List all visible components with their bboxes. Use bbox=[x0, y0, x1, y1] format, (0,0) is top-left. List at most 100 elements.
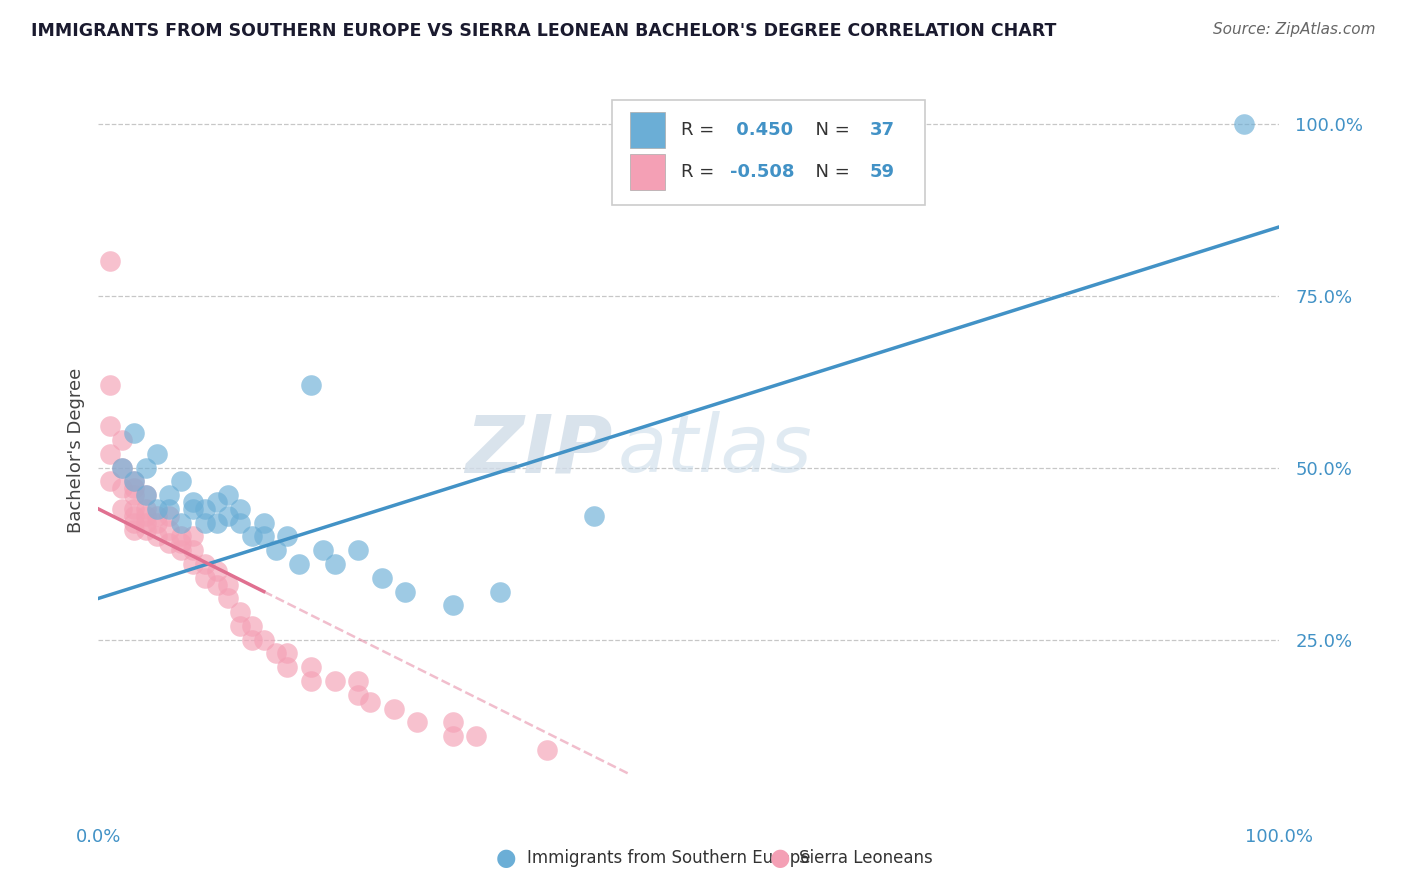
Text: R =: R = bbox=[681, 163, 720, 181]
Point bbox=[441, 599, 464, 613]
Point bbox=[122, 523, 145, 537]
Point bbox=[170, 529, 193, 543]
Point bbox=[205, 577, 228, 591]
Point bbox=[135, 460, 157, 475]
Text: atlas: atlas bbox=[619, 411, 813, 490]
Point bbox=[122, 488, 145, 502]
Text: N =: N = bbox=[803, 163, 855, 181]
Point bbox=[194, 516, 217, 530]
Point bbox=[170, 475, 193, 489]
Point bbox=[181, 543, 204, 558]
Point bbox=[264, 543, 287, 558]
Point bbox=[170, 516, 193, 530]
Point bbox=[312, 543, 335, 558]
Point bbox=[205, 564, 228, 578]
Point bbox=[347, 688, 370, 702]
Point bbox=[371, 571, 394, 585]
Point bbox=[276, 647, 298, 661]
Text: N =: N = bbox=[803, 121, 855, 139]
Point bbox=[347, 673, 370, 688]
Point bbox=[111, 460, 134, 475]
Point bbox=[157, 523, 180, 537]
Point bbox=[441, 715, 464, 730]
Point bbox=[217, 508, 239, 523]
Point bbox=[276, 529, 298, 543]
Point bbox=[323, 557, 346, 571]
Point bbox=[170, 543, 193, 558]
Point bbox=[489, 584, 512, 599]
Point bbox=[135, 523, 157, 537]
Point bbox=[135, 502, 157, 516]
Point bbox=[205, 516, 228, 530]
Point bbox=[157, 488, 180, 502]
Point bbox=[441, 729, 464, 743]
Point bbox=[299, 660, 322, 674]
Point bbox=[122, 508, 145, 523]
Point bbox=[359, 695, 381, 709]
Point bbox=[111, 433, 134, 447]
Text: ZIP: ZIP bbox=[465, 411, 612, 490]
Point bbox=[229, 502, 252, 516]
Point bbox=[240, 632, 263, 647]
Point bbox=[194, 502, 217, 516]
Point bbox=[181, 502, 204, 516]
Point bbox=[253, 529, 276, 543]
Point bbox=[98, 475, 121, 489]
Point bbox=[157, 508, 180, 523]
Point bbox=[146, 502, 169, 516]
Point bbox=[181, 529, 204, 543]
Point bbox=[406, 715, 429, 730]
Point bbox=[146, 508, 169, 523]
Point bbox=[181, 495, 204, 509]
Point bbox=[347, 543, 370, 558]
Point bbox=[217, 577, 239, 591]
Point bbox=[98, 419, 121, 434]
Point bbox=[146, 516, 169, 530]
Point bbox=[217, 591, 239, 606]
Point bbox=[122, 426, 145, 441]
Point bbox=[394, 584, 416, 599]
Point bbox=[146, 447, 169, 461]
Point bbox=[122, 516, 145, 530]
Point bbox=[146, 529, 169, 543]
Text: ●: ● bbox=[496, 847, 516, 870]
Point bbox=[299, 378, 322, 392]
Point bbox=[583, 508, 606, 523]
Point bbox=[229, 516, 252, 530]
Point bbox=[170, 536, 193, 550]
Text: Sierra Leoneans: Sierra Leoneans bbox=[799, 849, 932, 867]
Text: 59: 59 bbox=[870, 163, 894, 181]
Point bbox=[299, 673, 322, 688]
Point bbox=[135, 488, 157, 502]
Text: ●: ● bbox=[770, 847, 790, 870]
Point bbox=[217, 488, 239, 502]
Point bbox=[240, 619, 263, 633]
Point bbox=[264, 647, 287, 661]
Point bbox=[98, 378, 121, 392]
Text: R =: R = bbox=[681, 121, 720, 139]
Y-axis label: Bachelor's Degree: Bachelor's Degree bbox=[66, 368, 84, 533]
FancyBboxPatch shape bbox=[612, 100, 925, 205]
Point bbox=[111, 502, 134, 516]
Point bbox=[122, 475, 145, 489]
Point bbox=[122, 481, 145, 495]
Point bbox=[122, 502, 145, 516]
Text: IMMIGRANTS FROM SOUTHERN EUROPE VS SIERRA LEONEAN BACHELOR'S DEGREE CORRELATION : IMMIGRANTS FROM SOUTHERN EUROPE VS SIERR… bbox=[31, 22, 1056, 40]
Point bbox=[253, 516, 276, 530]
Point bbox=[382, 701, 405, 715]
Point bbox=[194, 557, 217, 571]
Point bbox=[536, 743, 558, 757]
Point bbox=[135, 508, 157, 523]
Point bbox=[323, 673, 346, 688]
Point bbox=[157, 502, 180, 516]
Text: 37: 37 bbox=[870, 121, 894, 139]
Point bbox=[157, 536, 180, 550]
Text: 0.450: 0.450 bbox=[730, 121, 793, 139]
Point bbox=[135, 488, 157, 502]
Point bbox=[135, 516, 157, 530]
Point bbox=[288, 557, 311, 571]
Point bbox=[240, 529, 263, 543]
Text: Immigrants from Southern Europe: Immigrants from Southern Europe bbox=[527, 849, 811, 867]
Point bbox=[98, 447, 121, 461]
Point bbox=[194, 571, 217, 585]
